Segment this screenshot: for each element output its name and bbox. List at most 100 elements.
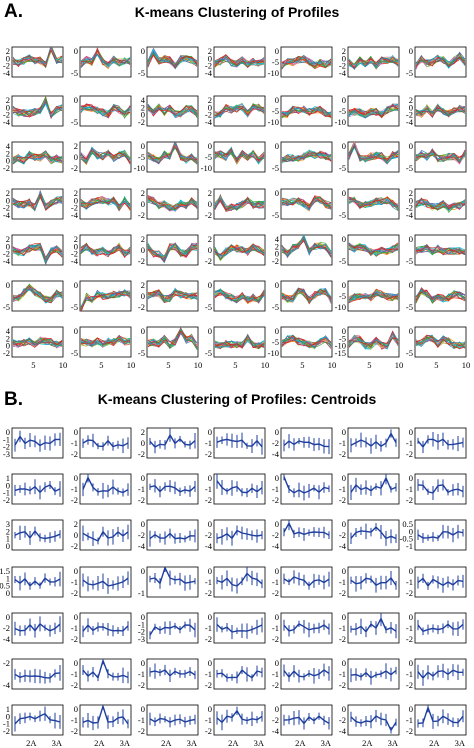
y-tick-label: 1 — [6, 573, 10, 583]
y-tick-label: 1 — [6, 704, 10, 714]
profile-line — [80, 334, 131, 347]
profile-line — [348, 199, 399, 207]
x-tick-label: 10 — [59, 360, 68, 370]
y-tick-label: 4 — [275, 234, 280, 244]
panel-b-title: K-means Clustering of Profiles: Centroid… — [98, 391, 377, 407]
series-group — [350, 474, 397, 501]
y-tick-label: 0 — [74, 566, 78, 576]
y-tick-label: 0 — [342, 95, 346, 105]
profile-line — [12, 49, 63, 64]
series-group — [415, 51, 466, 70]
y-tick-label: 0 — [409, 195, 413, 205]
centroid-cell-r1-c6: 0-1-2 — [339, 427, 400, 459]
centroid-line — [82, 577, 129, 587]
series-group — [281, 235, 332, 259]
series-group — [415, 197, 466, 213]
y-tick-label: -2 — [205, 256, 212, 266]
y-tick-label: 0 — [74, 241, 78, 251]
y-tick-label: -1 — [339, 438, 346, 448]
series-group — [14, 664, 61, 684]
y-tick-label: -1 — [406, 541, 413, 551]
y-tick-label: -5 — [272, 210, 279, 220]
profile-cell-r5-c4: 20-2 — [205, 234, 266, 266]
profile-line — [12, 337, 63, 346]
centroid-cell-r4-c1: 1.510.50 — [0, 566, 64, 598]
centroid-line — [14, 712, 61, 725]
profile-line — [147, 142, 198, 165]
profile-line — [415, 244, 466, 255]
profile-line — [348, 108, 399, 117]
series-group — [216, 617, 263, 640]
y-tick-label: -1 — [71, 623, 78, 633]
centroid-cell-r6-c4: 0-1-2 — [205, 658, 266, 690]
profile-line — [214, 197, 265, 210]
y-tick-label: -2 — [138, 726, 145, 736]
profile-line — [147, 51, 198, 67]
y-tick-label: 0 — [141, 245, 145, 255]
y-tick-label: 0 — [275, 326, 279, 336]
centroid-cell-r1-c2: 0-1-2 — [71, 427, 132, 459]
series-group — [14, 430, 61, 452]
profile-line — [415, 56, 466, 68]
y-tick-label: 0 — [275, 249, 279, 259]
profile-line — [415, 147, 466, 161]
centroid-cell-r6-c7: 0-1-2 — [406, 658, 467, 690]
profile-cell-r2-c3: 420-2 — [138, 95, 199, 127]
profile-cell-r1-c7: 0 -5 — [406, 46, 467, 78]
y-tick-label: -4 — [71, 256, 79, 266]
y-tick-label: -2 — [138, 627, 145, 637]
y-tick-label: -4 — [205, 541, 213, 551]
profile-line — [12, 243, 63, 264]
centroid-line — [350, 576, 397, 587]
centroid-line — [417, 530, 464, 539]
profile-cell-r4-c4: 20-2 — [205, 188, 266, 220]
y-tick-label: -2 — [339, 588, 346, 598]
series-group — [147, 195, 198, 212]
y-tick-label: -2 — [3, 61, 10, 71]
y-tick-label: -5 — [406, 163, 413, 173]
x-tick-label: 3A — [120, 738, 131, 748]
profile-cell-r4-c5: 0 -5 — [272, 188, 333, 220]
profile-line — [415, 198, 466, 210]
y-tick-label: -2 — [406, 110, 413, 120]
y-tick-label: 0 — [409, 566, 413, 576]
profile-line — [348, 337, 399, 348]
profile-line — [214, 198, 264, 211]
y-tick-label: 0 — [208, 141, 212, 151]
y-tick-label: -5 — [138, 348, 145, 358]
profile-line — [147, 243, 198, 263]
y-tick-label: 2 — [208, 188, 212, 198]
series-group — [214, 146, 265, 165]
series-group — [348, 142, 399, 165]
y-tick-label: 0 — [409, 326, 413, 336]
y-tick-label: -4 — [71, 210, 79, 220]
profile-line — [80, 292, 131, 311]
profile-cell-r1-c4: 20-2-4 — [205, 46, 266, 78]
profile-line — [147, 243, 198, 261]
series-group — [12, 189, 63, 212]
profile-line — [214, 333, 265, 349]
y-tick-label: -2 — [71, 541, 78, 551]
y-tick-label: 0 — [141, 291, 145, 301]
series-group — [82, 571, 129, 594]
y-tick-label: -1 — [138, 588, 145, 598]
y-tick-label: 2 — [141, 234, 145, 244]
y-tick-label: -2 — [138, 495, 145, 505]
y-tick-label: -2 — [3, 495, 10, 505]
profile-cell-r7-c4: 0 -5 5 10 — [205, 326, 269, 370]
profile-line — [12, 49, 63, 64]
series-group — [14, 571, 61, 591]
centroid-cell-r4-c7: 0-1-2 — [406, 566, 467, 598]
profile-line — [214, 149, 265, 163]
series-group — [348, 103, 399, 119]
y-tick-label: 0 — [409, 102, 413, 112]
centroid-cell-r7-c1: 10-1-2 2A 3A — [3, 704, 64, 748]
series-group — [147, 287, 198, 304]
y-tick-label: 2 — [409, 188, 413, 198]
centroid-cell-r3-c7: 0.50-0.5-1 — [400, 519, 467, 551]
y-tick-label: 0 — [342, 326, 346, 336]
y-tick-label: -1 — [205, 484, 212, 494]
profile-line — [348, 55, 399, 68]
y-tick-label: -1 — [272, 484, 279, 494]
centroid-cell-r5-c6: 0-1-2 — [339, 612, 400, 644]
